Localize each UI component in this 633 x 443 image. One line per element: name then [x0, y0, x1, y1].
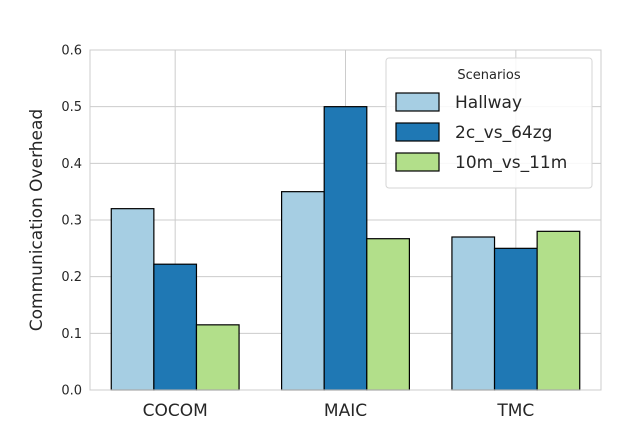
- legend-label: Hallway: [455, 93, 522, 113]
- y-tick-label: 0.2: [61, 270, 82, 285]
- legend-label: 2c_vs_64zg: [455, 123, 552, 143]
- legend: Scenarios Hallway 2c_vs_64zg 10m_vs_11m: [385, 57, 593, 189]
- bar-cocom-2c_vs_64zg: [153, 263, 198, 391]
- x-tick-label: COCOM: [143, 401, 208, 421]
- y-tick-label: 0.4: [61, 157, 82, 172]
- y-tick-label: 0.0: [61, 384, 82, 399]
- y-tick-labels: 0.0 0.1 0.2 0.3 0.4 0.5 0.6: [61, 44, 82, 399]
- x-tick-labels: COCOM MAIC TMC: [143, 401, 535, 421]
- y-tick-label: 0.5: [61, 100, 82, 115]
- bar-tmc-2c_vs_64zg: [493, 247, 538, 391]
- bar-maic-hallway: [281, 191, 325, 391]
- x-tick-label: MAIC: [324, 401, 367, 421]
- legend-label: 10m_vs_11m: [455, 153, 567, 173]
- y-tick-label: 0.1: [61, 327, 82, 342]
- bar-tmc-10m_vs_11m: [536, 230, 581, 391]
- bars: [110, 106, 581, 391]
- legend-title: Scenarios: [457, 68, 521, 83]
- plot-frame: [89, 49, 602, 391]
- legend-swatch: [395, 122, 440, 142]
- bar-tmc-hallway: [451, 236, 496, 391]
- legend-swatch: [395, 152, 440, 172]
- y-tick-label: 0.3: [61, 214, 82, 229]
- legend-items: Hallway 2c_vs_64zg 10m_vs_11m: [395, 92, 567, 173]
- bar-maic-10m_vs_11m: [366, 238, 410, 391]
- bar-cocom-10m_vs_11m: [195, 324, 240, 391]
- legend-swatch: [395, 92, 440, 112]
- bar-maic-2c_vs_64zg: [323, 106, 368, 391]
- y-tick-label: 0.6: [61, 44, 82, 59]
- y-axis-title: Communication Overhead: [27, 109, 47, 331]
- bar-cocom-hallway: [110, 208, 155, 391]
- x-tick-label: TMC: [496, 401, 534, 421]
